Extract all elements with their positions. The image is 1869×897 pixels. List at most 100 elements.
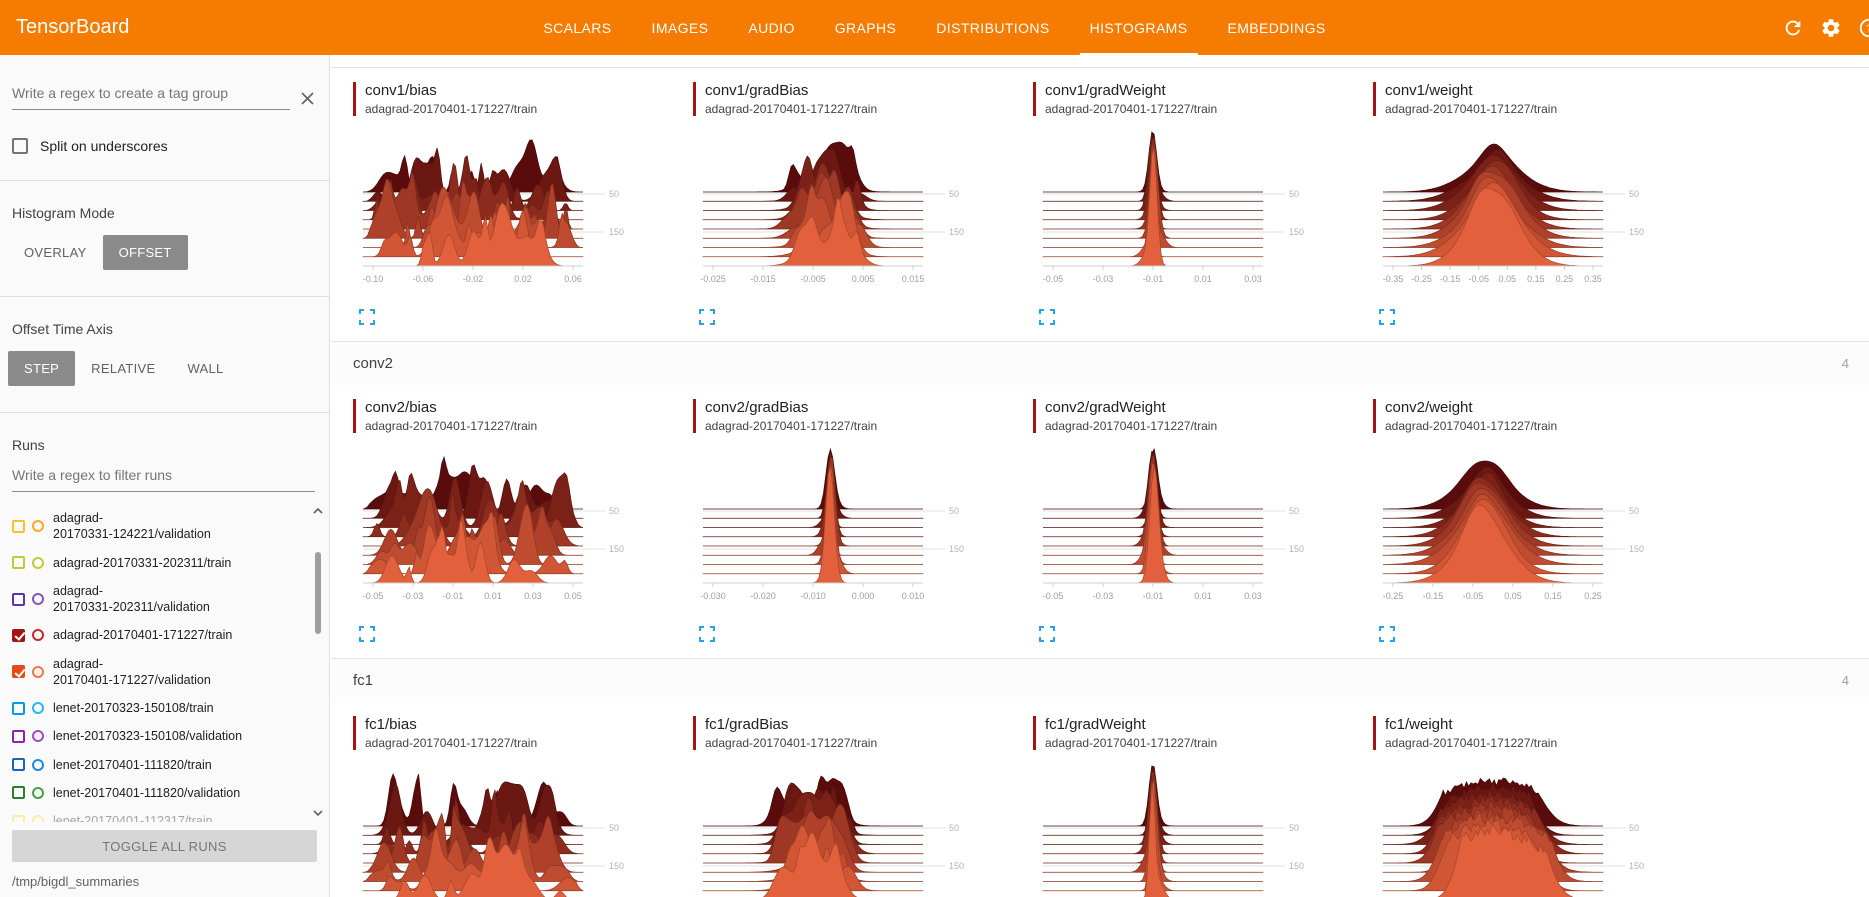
svg-text:-0.10: -0.10 (363, 274, 384, 284)
tab-graphs[interactable]: GRAPHS (834, 19, 897, 36)
card-header: fc1/gradWeight adagrad-20170401-171227/tr… (1033, 716, 1373, 750)
svg-text:0.03: 0.03 (1244, 591, 1262, 601)
histogram-run: adagrad-20170401-171227/train (1385, 419, 1558, 433)
scroll-down-icon[interactable] (311, 806, 325, 820)
run-filter-regex-input[interactable] (12, 461, 315, 492)
run-item[interactable]: lenet-20170401-112317/train (12, 807, 301, 822)
histogram-chart: 50 150 -0.05 -0.03 -0.01 0.01 0.03 0.05 (362, 455, 624, 601)
run-checkbox[interactable] (12, 665, 25, 679)
run-item[interactable]: adagrad-20170401-171227/train (12, 621, 301, 649)
clear-icon[interactable] (300, 91, 315, 106)
expand-icon[interactable] (1039, 309, 1055, 325)
wall-button[interactable]: WALL (187, 361, 224, 376)
svg-text:50: 50 (949, 506, 959, 516)
card-header: conv1/bias adagrad-20170401-171227/train (353, 82, 693, 116)
tag-group-regex-input[interactable] (12, 79, 290, 110)
expand-icon[interactable] (359, 309, 375, 325)
run-checkbox[interactable] (12, 814, 25, 822)
histogram-chart: 50 150 (362, 773, 624, 897)
run-name: adagrad-20170331-202311/train (53, 555, 232, 570)
run-item[interactable]: adagrad- 20170401-171227/validation (12, 650, 301, 695)
run-name: lenet-20170323-150108/train (53, 701, 214, 715)
log-directory-path: /tmp/bigdl_summaries (12, 874, 140, 889)
svg-text:50: 50 (1629, 189, 1639, 199)
run-checkbox[interactable] (12, 758, 25, 772)
run-checkbox[interactable] (12, 628, 25, 642)
histogram-tag: conv2/gradBias (705, 399, 809, 416)
relative-button[interactable]: RELATIVE (91, 361, 156, 376)
run-item[interactable]: adagrad- 20170331-202311/validation (12, 577, 301, 622)
histogram-card: fc1/gradBias adagrad-20170401-171227/trai… (693, 716, 1033, 897)
histogram-chart: 50 150 (1042, 765, 1304, 897)
svg-text:50: 50 (1289, 823, 1299, 833)
run-checkbox[interactable] (12, 786, 25, 800)
svg-text:0.15: 0.15 (1527, 274, 1545, 284)
run-color-marker (693, 716, 696, 750)
histogram-run: adagrad-20170401-171227/train (1385, 736, 1558, 750)
card-titles: conv1/gradBias adagrad-20170401-171227/tr… (705, 82, 877, 116)
run-color-marker (1033, 716, 1036, 750)
tab-audio[interactable]: AUDIO (748, 19, 795, 36)
svg-text:50: 50 (1629, 823, 1639, 833)
card-titles: fc1/gradWeight adagrad-20170401-171227/tr… (1045, 716, 1217, 750)
section-header[interactable]: conv2 4 (331, 341, 1869, 385)
tag-section-fc1: fc1 4 fc1/bias adagrad-20170401-171227/trai… (331, 658, 1869, 897)
svg-text:-0.05: -0.05 (1043, 274, 1064, 284)
svg-text:150: 150 (1289, 861, 1304, 871)
svg-text:-0.025: -0.025 (700, 274, 726, 284)
svg-text:-0.06: -0.06 (413, 274, 434, 284)
svg-text:-0.05: -0.05 (1463, 591, 1484, 601)
refresh-icon[interactable] (1782, 17, 1804, 39)
svg-text:150: 150 (609, 544, 624, 554)
histogram-card: conv1/gradBias adagrad-20170401-171227/tr… (693, 82, 1033, 325)
checkbox-icon[interactable] (12, 138, 28, 154)
expand-icon[interactable] (699, 309, 715, 325)
tab-scalars[interactable]: SCALARS (543, 19, 612, 36)
offset-time-axis-label: Offset Time Axis (12, 321, 113, 337)
nav-tabs: SCALARS IMAGES AUDIO GRAPHS DISTRIBUTIONS HIS… (523, 0, 1345, 55)
expand-icon[interactable] (699, 626, 715, 642)
expand-icon[interactable] (1379, 309, 1395, 325)
expand-icon[interactable] (1379, 626, 1395, 642)
svg-text:-0.010: -0.010 (800, 591, 826, 601)
svg-text:50: 50 (949, 189, 959, 199)
run-checkbox[interactable] (12, 592, 25, 606)
card-header: conv2/bias adagrad-20170401-171227/train (353, 399, 693, 433)
settings-gear-icon[interactable] (1820, 17, 1842, 39)
tab-distributions[interactable]: DISTRIBUTIONS (936, 19, 1050, 36)
run-item[interactable]: adagrad- 20170331-124221/validation (12, 504, 301, 549)
run-checkbox[interactable] (12, 701, 25, 715)
split-on-underscores-toggle[interactable]: Split on underscores (12, 138, 317, 154)
help-icon[interactable]: ? (1858, 17, 1869, 39)
run-item[interactable]: adagrad-20170331-202311/train (12, 549, 301, 577)
runs-filter-row (12, 461, 315, 492)
run-list-scrollbar[interactable] (311, 504, 325, 822)
histogram-chart: 50 150 (1382, 777, 1644, 897)
toggle-all-runs-button[interactable]: TOGGLE ALL RUNS (12, 830, 317, 862)
tab-embeddings[interactable]: EMBEDDINGS (1227, 19, 1326, 36)
run-checkbox[interactable] (12, 729, 25, 743)
expand-icon[interactable] (359, 626, 375, 642)
svg-text:-0.05: -0.05 (1043, 591, 1064, 601)
run-item[interactable]: lenet-20170323-150108/train (12, 694, 301, 722)
overlay-button[interactable]: OVERLAY (24, 245, 87, 260)
step-button[interactable]: STEP (8, 351, 76, 386)
run-item[interactable]: lenet-20170401-111820/train (12, 751, 301, 779)
run-color-circle (32, 815, 44, 822)
tab-images[interactable]: IMAGES (651, 19, 709, 36)
tab-histograms[interactable]: HISTOGRAMS (1070, 0, 1208, 55)
offset-button[interactable]: OFFSET (102, 235, 188, 270)
run-item[interactable]: lenet-20170323-150108/validation (12, 722, 301, 750)
run-color-marker (693, 82, 696, 116)
section-header[interactable]: fc1 4 (331, 658, 1869, 702)
run-checkbox[interactable] (12, 519, 25, 533)
run-checkbox[interactable] (12, 556, 25, 570)
expand-icon[interactable] (1039, 626, 1055, 642)
svg-text:-0.03: -0.03 (1093, 591, 1114, 601)
svg-text:150: 150 (609, 227, 624, 237)
svg-text:150: 150 (949, 861, 964, 871)
run-item[interactable]: lenet-20170401-111820/validation (12, 779, 301, 807)
scroll-up-icon[interactable] (311, 504, 325, 518)
scrollbar-thumb[interactable] (315, 552, 321, 634)
histogram-card: fc1/gradWeight adagrad-20170401-171227/tr… (1033, 716, 1373, 897)
